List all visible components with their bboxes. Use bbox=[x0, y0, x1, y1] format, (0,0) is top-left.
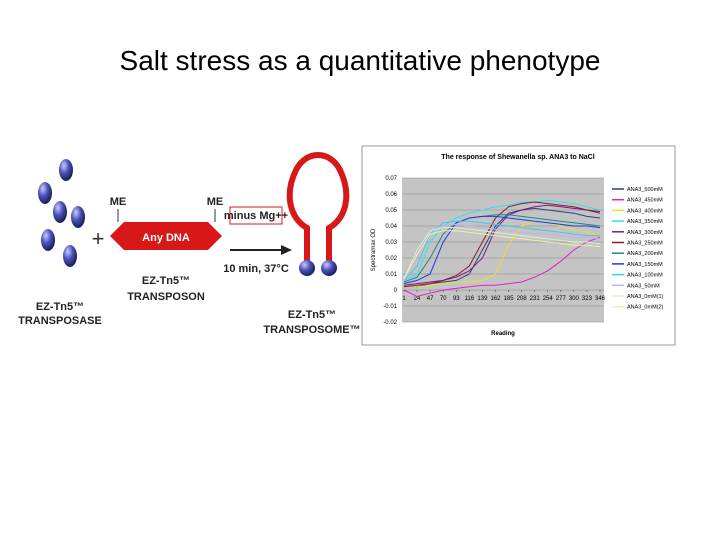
x-tick-label: 116 bbox=[465, 296, 475, 302]
label: EZ-Tn5™ bbox=[288, 309, 336, 321]
label: 10 min, 37°C bbox=[223, 263, 289, 275]
series-line bbox=[403, 215, 601, 285]
x-axis-label: Reading bbox=[491, 331, 515, 337]
series-line bbox=[403, 236, 601, 297]
series-line bbox=[403, 207, 601, 288]
slide-title: Salt stress as a quantitative phenotype bbox=[120, 45, 601, 76]
x-tick-label: 70 bbox=[440, 296, 447, 302]
protein bbox=[71, 206, 85, 228]
label: ME bbox=[110, 196, 127, 208]
x-tick-label: 323 bbox=[582, 296, 593, 302]
series-line bbox=[403, 230, 601, 280]
x-tick-label: 231 bbox=[530, 296, 541, 302]
y-tick-label: 0.04 bbox=[385, 224, 397, 230]
legend-label: ANA3_400mM bbox=[627, 208, 663, 214]
y-tick-label: 0.01 bbox=[385, 272, 397, 278]
y-tick-label: 0.07 bbox=[385, 176, 397, 182]
plot-area bbox=[402, 178, 604, 322]
legend-label: ANA3_500mM bbox=[627, 187, 663, 193]
series-line bbox=[403, 227, 601, 280]
x-tick-label: 162 bbox=[490, 296, 501, 302]
y-axis-label: Spectramax OD bbox=[371, 228, 377, 271]
legend-label: ANA3_300mM bbox=[627, 230, 663, 236]
label: minus Mg++ bbox=[224, 210, 288, 222]
chart: The response of Shewanella sp. ANA3 to N… bbox=[361, 145, 676, 346]
label: ME bbox=[207, 196, 224, 208]
series-line bbox=[403, 220, 600, 281]
x-tick-label: 47 bbox=[427, 296, 434, 302]
legend-label: ANA3_0mM(1) bbox=[627, 294, 664, 300]
diagram: + ME ME Any DNA minus Mg++ 10 min, 37°C … bbox=[18, 152, 361, 336]
series-line bbox=[403, 223, 601, 281]
label: TRANSPOSOME™ bbox=[263, 324, 360, 336]
plus: + bbox=[92, 226, 105, 251]
x-tick-label: 93 bbox=[453, 296, 460, 302]
loop bbox=[286, 152, 350, 262]
box bbox=[229, 206, 283, 225]
x-tick-label: 208 bbox=[517, 296, 528, 302]
series-line bbox=[403, 220, 601, 288]
protein bbox=[299, 260, 315, 276]
x-tick-label: 346 bbox=[595, 296, 606, 302]
protein bbox=[63, 245, 77, 267]
legend-label: ANA3_100mM bbox=[627, 273, 663, 279]
y-tick-label: 0.02 bbox=[385, 256, 397, 262]
protein bbox=[321, 260, 337, 276]
protein bbox=[53, 201, 67, 223]
series-line bbox=[403, 214, 601, 283]
legend-label: ANA3_0mM(2) bbox=[627, 305, 664, 311]
y-tick-label: 0.03 bbox=[385, 240, 397, 246]
protein bbox=[41, 229, 55, 251]
x-tick-label: 139 bbox=[477, 296, 488, 302]
series-line bbox=[403, 199, 601, 281]
protein bbox=[38, 182, 52, 204]
label: Any DNA bbox=[142, 232, 190, 244]
x-tick-label: 300 bbox=[569, 296, 580, 302]
legend-label: ANA3_200mM bbox=[627, 251, 663, 257]
label: EZ-Tn5™ bbox=[36, 301, 84, 313]
protein bbox=[59, 159, 73, 181]
legend-label: ANA3_50mM bbox=[627, 283, 660, 289]
label: TRANSPOSON bbox=[127, 291, 205, 303]
series-line bbox=[403, 201, 601, 288]
legend-label: ANA3_350mM bbox=[627, 219, 663, 225]
chart-title: The response of Shewanella sp. ANA3 to N… bbox=[441, 154, 594, 161]
y-tick-label: 0.05 bbox=[385, 208, 397, 214]
series-line bbox=[403, 204, 601, 286]
y-tick-label: -0.02 bbox=[383, 320, 397, 326]
x-tick-label: 24 bbox=[414, 296, 421, 302]
legend-label: ANA3_250mM bbox=[627, 241, 663, 247]
arrow-head bbox=[281, 245, 292, 255]
x-tick-label: 277 bbox=[556, 296, 567, 302]
label: TRANSPOSASE bbox=[18, 315, 102, 327]
x-tick-label: 1 bbox=[402, 296, 406, 302]
y-tick-label: 0 bbox=[394, 288, 398, 294]
y-tick-label: -0.01 bbox=[383, 304, 397, 310]
legend-label: ANA3_150mM bbox=[627, 262, 663, 268]
x-tick-label: 254 bbox=[543, 296, 554, 302]
legend-label: ANA3_450mM bbox=[627, 198, 663, 204]
x-tick-label: 185 bbox=[504, 296, 515, 302]
y-tick-label: 0.06 bbox=[385, 192, 397, 198]
label: EZ-Tn5™ bbox=[142, 275, 190, 287]
dna-band bbox=[110, 222, 222, 250]
